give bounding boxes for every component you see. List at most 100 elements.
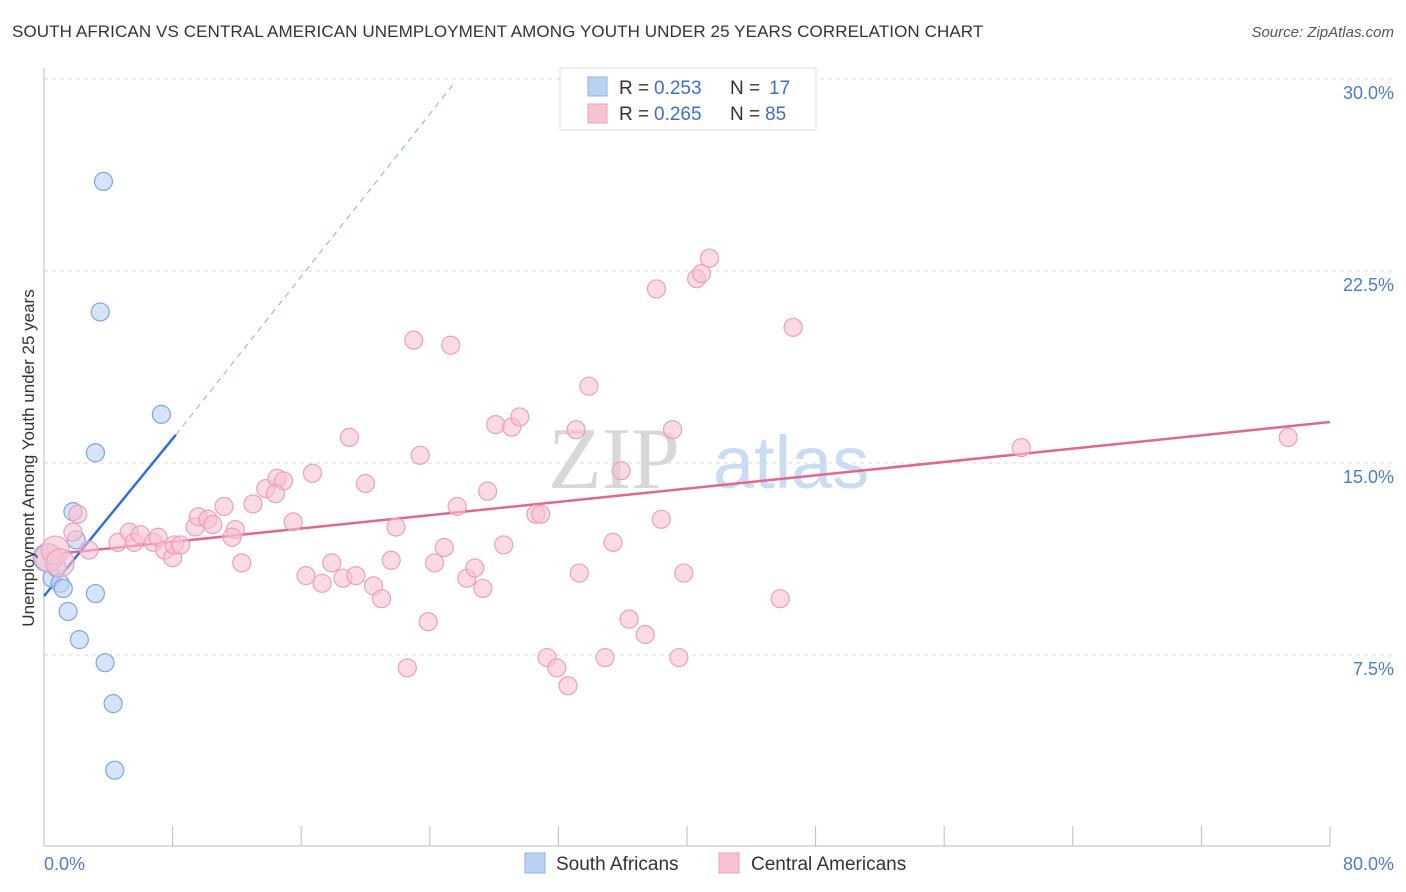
- legend-n-label-1: N =: [730, 78, 760, 99]
- point-central-americans-62: [558, 676, 578, 696]
- point-central-americans-43: [404, 330, 424, 350]
- point-central-americans-77: [691, 263, 712, 284]
- point-central-americans-61: [547, 658, 567, 678]
- bottom-legend-swatch-south-africans: [524, 852, 546, 874]
- point-central-americans-42: [397, 658, 417, 678]
- point-central-americans-59: [531, 504, 551, 524]
- point-central-americans-64: [569, 563, 589, 583]
- y-tick-labels: 7.5% 15.0% 22.5% 30.0%: [1343, 83, 1394, 679]
- point-central-americans-47: [434, 537, 454, 558]
- legend-r-label-1: R =: [619, 78, 649, 99]
- axes: [43, 68, 1331, 847]
- point-central-americans-45: [418, 612, 438, 632]
- point-central-americans-40: [381, 550, 401, 570]
- point-central-americans-68: [611, 461, 631, 481]
- legend-n-value-2: 85: [765, 104, 786, 125]
- point-central-americans-30: [296, 566, 316, 586]
- trend-extension-south-africans: [175, 81, 456, 436]
- point-central-americans-82: [1278, 427, 1298, 447]
- point-central-americans-55: [494, 535, 514, 555]
- point-central-americans-70: [635, 624, 655, 645]
- point-central-americans-81: [1011, 438, 1031, 458]
- point-central-americans-20: [214, 496, 234, 517]
- y-axis-title: Unemployment Among Youth under 25 years: [19, 289, 38, 626]
- point-central-americans-65: [579, 376, 599, 396]
- point-central-americans-44: [410, 445, 430, 465]
- point-central-americans-4: [68, 504, 88, 524]
- watermark-atlas: atlas: [713, 421, 869, 504]
- point-central-americans-28: [265, 484, 286, 504]
- point-central-americans-80: [783, 317, 803, 337]
- point-central-americans-39: [371, 589, 392, 609]
- point-south-africans-12: [93, 171, 114, 191]
- point-central-americans-32: [312, 573, 332, 593]
- chart-title: SOUTH AFRICAN VS CENTRAL AMERICAN UNEMPL…: [12, 22, 984, 41]
- point-central-americans-31: [302, 463, 323, 483]
- legend-r-label-2: R =: [619, 104, 649, 125]
- point-central-americans-78: [699, 248, 720, 268]
- point-central-americans-19: [203, 514, 223, 535]
- point-central-americans-53: [478, 481, 498, 501]
- point-south-africans-16: [151, 404, 171, 424]
- watermark: ZIP atlas: [548, 411, 869, 508]
- y-tick-label-2: 22.5%: [1343, 275, 1394, 295]
- data-points: [32, 171, 1298, 780]
- legend: R = 0.253 N = 17 R = 0.265 N = 85: [559, 67, 817, 131]
- point-central-americans-37: [355, 473, 376, 494]
- point-south-africans-15: [105, 760, 125, 780]
- point-central-americans-73: [662, 420, 683, 440]
- y-tick-label-1: 15.0%: [1343, 467, 1394, 487]
- point-central-americans-23: [232, 553, 252, 573]
- point-central-americans-67: [603, 532, 623, 552]
- point-central-americans-74: [669, 647, 689, 668]
- point-central-americans-29: [283, 512, 303, 532]
- point-central-americans-15: [171, 535, 191, 555]
- point-central-americans-5: [79, 540, 99, 560]
- x-tick-label-max: 80.0%: [1343, 854, 1394, 874]
- point-central-americans-33: [322, 553, 342, 573]
- trend-line-central-americans: [43, 420, 1331, 557]
- point-central-americans-63: [566, 420, 586, 440]
- source-label: Source: ZipAtlas.com: [1251, 24, 1394, 41]
- legend-n-value-1: 17: [769, 78, 790, 99]
- bottom-legend-label-central-americans: Central Americans: [751, 854, 906, 875]
- point-south-africans-13: [95, 653, 115, 673]
- point-south-africans-8: [69, 630, 89, 650]
- point-central-americans-75: [674, 563, 694, 583]
- point-central-americans-49: [447, 496, 467, 517]
- legend-r-value-2: 0.265: [654, 104, 702, 125]
- legend-r-value-1: 0.253: [654, 78, 702, 99]
- point-south-africans-14: [103, 694, 123, 714]
- point-central-americans-36: [346, 566, 366, 586]
- point-central-americans-46: [425, 553, 445, 573]
- point-central-americans-2: [45, 548, 75, 578]
- x-tick-label-min: 0.0%: [44, 854, 85, 874]
- point-south-africans-11: [90, 302, 110, 322]
- legend-swatch-blue: [587, 76, 608, 97]
- point-south-africans-10: [85, 583, 106, 604]
- point-central-americans-52: [473, 578, 493, 599]
- legend-swatch-pink: [587, 103, 608, 124]
- point-central-americans-41: [386, 517, 406, 537]
- point-central-americans-79: [770, 589, 790, 609]
- bottom-legend-swatch-central-americans: [718, 852, 740, 874]
- point-south-africans-5: [58, 601, 78, 622]
- y-tick-label-3: 30.0%: [1343, 83, 1394, 103]
- point-central-americans-35: [339, 427, 360, 447]
- point-central-americans-72: [651, 509, 671, 529]
- point-central-americans-51: [465, 558, 485, 578]
- point-central-americans-54: [486, 415, 506, 435]
- point-central-americans-71: [646, 279, 667, 299]
- point-central-americans-3: [63, 522, 83, 542]
- point-central-americans-24: [243, 494, 263, 514]
- point-south-africans-4: [53, 578, 73, 599]
- bottom-legend-label-south-africans: South Africans: [556, 854, 679, 875]
- legend-n-label-2: N =: [730, 104, 760, 125]
- point-central-americans-66: [595, 647, 615, 668]
- trend-lines: [43, 81, 1331, 597]
- bottom-legend: South Africans Central Americans: [524, 852, 906, 875]
- y-tick-label-0: 7.5%: [1353, 659, 1394, 679]
- point-south-africans-9: [85, 443, 106, 463]
- point-central-americans-22: [222, 527, 242, 547]
